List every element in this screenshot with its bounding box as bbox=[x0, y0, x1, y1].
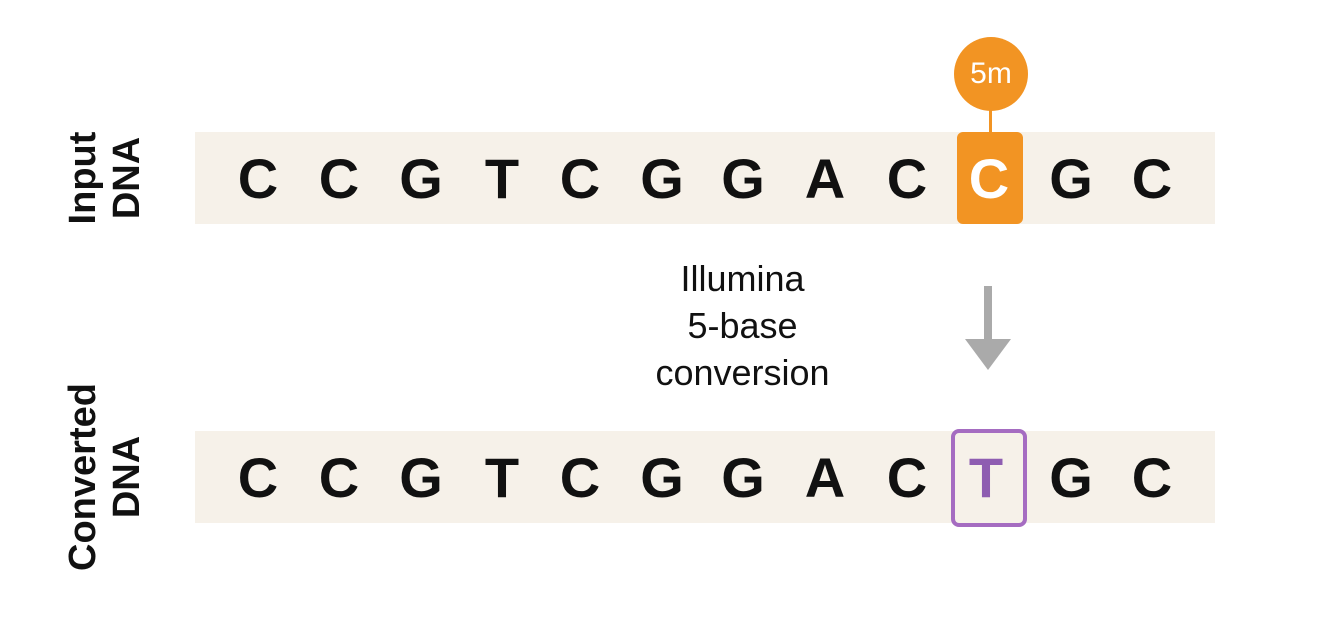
converted-base: G bbox=[721, 445, 765, 509]
input-base: G bbox=[640, 146, 684, 210]
input-base: C bbox=[886, 146, 928, 210]
converted-base: G bbox=[640, 445, 684, 509]
methyl-badge-stem bbox=[989, 104, 992, 134]
converted-base: C bbox=[886, 445, 928, 509]
input-base: G bbox=[399, 146, 443, 210]
converted-base: A bbox=[804, 445, 846, 509]
input-base: G bbox=[721, 146, 765, 210]
converted-base: C bbox=[559, 445, 601, 509]
converted-base: C bbox=[1131, 445, 1173, 509]
converted-label-line1: Converted bbox=[62, 383, 104, 571]
converted-base: G bbox=[399, 445, 443, 509]
converted-base: T bbox=[484, 445, 520, 509]
conversion-step-label: Illumina 5-base conversion bbox=[620, 255, 865, 396]
input-base: T bbox=[484, 146, 520, 210]
converted-base-highlight bbox=[951, 429, 1027, 527]
input-base: G bbox=[1049, 146, 1093, 210]
converted-label-line2: DNA bbox=[106, 435, 148, 519]
converted-base: G bbox=[1049, 445, 1093, 509]
conversion-arrow-icon bbox=[965, 286, 1011, 370]
methyl-badge: 5m bbox=[954, 37, 1028, 111]
input-base: C bbox=[237, 146, 279, 210]
input-dna-label: Input DNA bbox=[50, 28, 160, 328]
conversion-line2: 5-base bbox=[687, 305, 798, 346]
input-sequence-strip bbox=[195, 132, 1215, 224]
input-base: A bbox=[804, 146, 846, 210]
converted-base: C bbox=[318, 445, 360, 509]
converted-base: C bbox=[237, 445, 279, 509]
methylated-base-highlight bbox=[957, 132, 1023, 224]
input-base-methylated: C bbox=[968, 146, 1010, 210]
conversion-line1: Illumina bbox=[680, 258, 805, 299]
input-base: C bbox=[559, 146, 601, 210]
input-base: C bbox=[1131, 146, 1173, 210]
input-base: C bbox=[318, 146, 360, 210]
converted-sequence-strip bbox=[195, 431, 1215, 523]
input-label-line1: Input bbox=[62, 131, 104, 225]
converted-base-thymine: T bbox=[968, 445, 1004, 509]
converted-dna-label: Converted DNA bbox=[50, 327, 160, 627]
input-label-line2: DNA bbox=[106, 136, 148, 220]
conversion-line3: conversion bbox=[655, 352, 830, 393]
